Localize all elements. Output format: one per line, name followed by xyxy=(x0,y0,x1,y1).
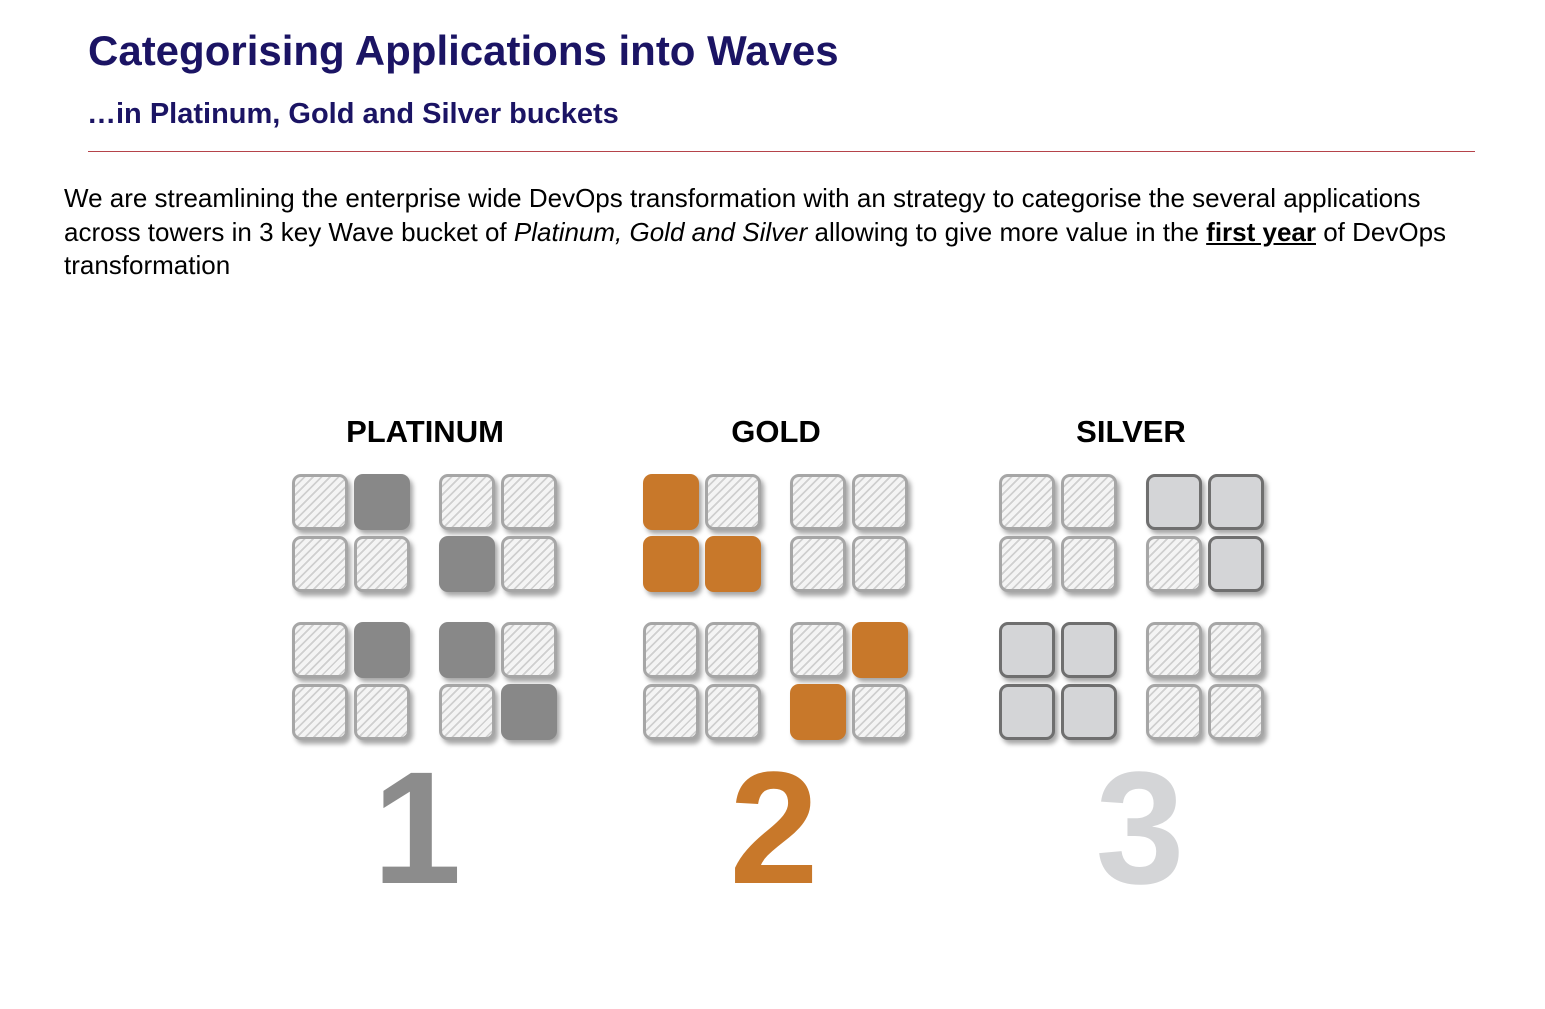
app-tile-empty xyxy=(354,536,410,592)
app-tile-light xyxy=(1208,536,1264,592)
app-tile-empty xyxy=(1061,536,1117,592)
app-tile-empty xyxy=(501,536,557,592)
app-tile-empty xyxy=(852,684,908,740)
intro-strong: first year xyxy=(1206,216,1316,247)
app-tile-light xyxy=(1061,684,1117,740)
app-tile-empty xyxy=(852,474,908,530)
app-tile-empty xyxy=(790,536,846,592)
app-tile-empty xyxy=(1061,474,1117,530)
app-tile-empty xyxy=(999,474,1055,530)
app-tile-empty xyxy=(999,536,1055,592)
app-tile-orange xyxy=(643,536,699,592)
app-tile-empty xyxy=(501,474,557,530)
app-tile-dark xyxy=(354,474,410,530)
app-tile-empty xyxy=(292,536,348,592)
wave-label-silver: SILVER xyxy=(1076,414,1186,449)
page-subtitle: …in Platinum, Gold and Silver buckets xyxy=(87,98,619,130)
intro-paragraph: We are streamlining the enterprise wide … xyxy=(64,182,1484,283)
wave-number-2: 2 xyxy=(729,738,819,917)
intro-emphasis: Platinum, Gold and Silver xyxy=(513,216,808,247)
app-tile-dark xyxy=(439,622,495,678)
app-tile-dark xyxy=(439,536,495,592)
app-tile-empty xyxy=(292,622,348,678)
app-tile-empty xyxy=(1146,622,1202,678)
app-tile-light xyxy=(999,622,1055,678)
title-divider xyxy=(88,151,1475,152)
page-title: Categorising Applications into Waves xyxy=(88,27,839,74)
app-tile-empty xyxy=(705,684,761,740)
app-tile-dark xyxy=(354,622,410,678)
app-tile-empty xyxy=(852,536,908,592)
app-tile-empty xyxy=(1146,684,1202,740)
app-tile-orange xyxy=(790,684,846,740)
app-tile-empty xyxy=(501,622,557,678)
app-tile-empty xyxy=(705,474,761,530)
app-tile-orange xyxy=(643,474,699,530)
app-tile-empty xyxy=(439,684,495,740)
app-tile-dark xyxy=(501,684,557,740)
app-tile-light xyxy=(1061,622,1117,678)
app-tile-empty xyxy=(439,474,495,530)
app-tile-light xyxy=(1146,474,1202,530)
app-tile-empty xyxy=(292,684,348,740)
intro-text-3: of DevOps transformation xyxy=(64,216,1447,281)
app-tile-empty xyxy=(354,684,410,740)
wave-label-gold: GOLD xyxy=(731,414,821,449)
app-tile-empty xyxy=(790,622,846,678)
app-tile-orange xyxy=(852,622,908,678)
app-tile-light xyxy=(999,684,1055,740)
app-tile-empty xyxy=(790,474,846,530)
app-tile-empty xyxy=(1146,536,1202,592)
wave-label-platinum: PLATINUM xyxy=(346,414,504,449)
wave-number-1: 1 xyxy=(372,738,462,917)
intro-text-2: allowing to give more value in the xyxy=(807,216,1207,247)
app-tile-empty xyxy=(1208,684,1264,740)
intro-text-1: We are streamlining the enterprise wide … xyxy=(64,183,1421,247)
app-tile-empty xyxy=(1208,622,1264,678)
app-tile-empty xyxy=(643,684,699,740)
wave-number-3: 3 xyxy=(1095,738,1185,917)
app-tile-empty xyxy=(292,474,348,530)
app-tile-orange xyxy=(705,536,761,592)
app-tile-empty xyxy=(643,622,699,678)
app-tile-empty xyxy=(705,622,761,678)
app-tile-light xyxy=(1208,474,1264,530)
